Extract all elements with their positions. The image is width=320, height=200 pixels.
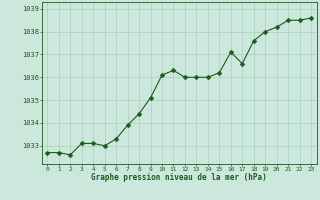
X-axis label: Graphe pression niveau de la mer (hPa): Graphe pression niveau de la mer (hPa) [91,173,267,182]
